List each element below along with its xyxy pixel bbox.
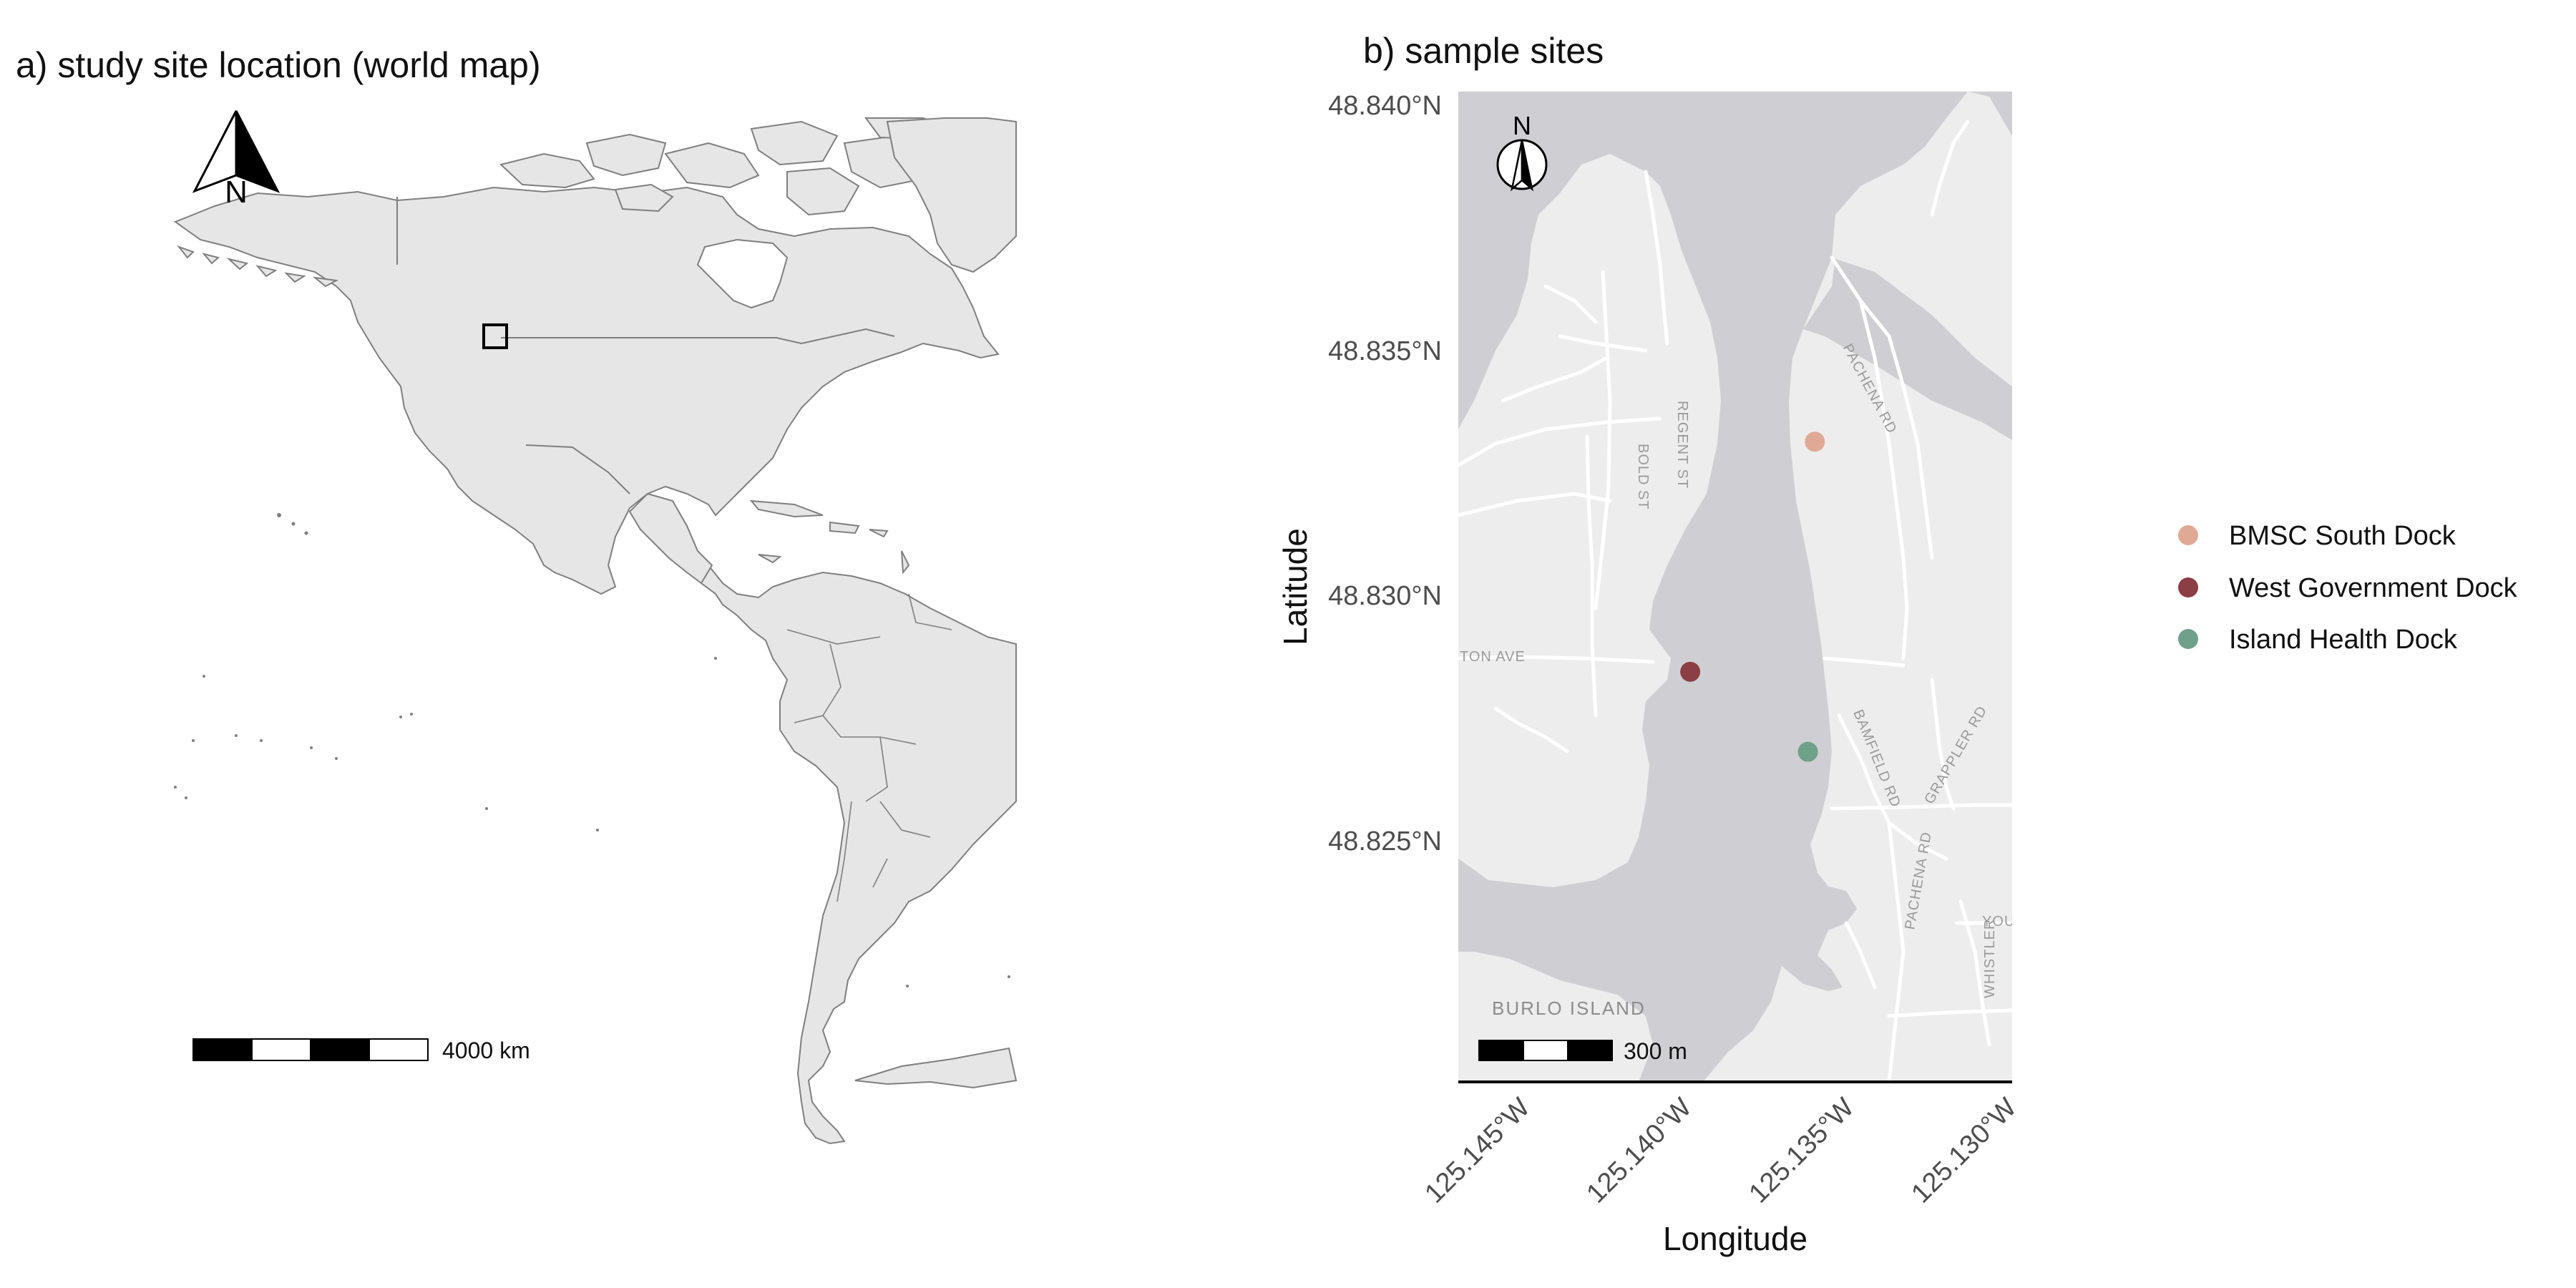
panel-a-title: a) study site location (world map) — [16, 45, 541, 85]
scale-label-a: 4000 km — [442, 1038, 530, 1063]
central-america — [628, 492, 713, 585]
legend-marker-bmsc — [2178, 525, 2198, 545]
lat-tick-48-830: 48.830°N — [1328, 581, 1442, 611]
y-axis-ticks: 48.840°N 48.835°N 48.830°N 48.825°N — [1328, 91, 1442, 857]
legend-label-west-gov: West Government Dock — [2229, 573, 2518, 603]
south-bay — [1818, 884, 1857, 930]
road-network — [1458, 119, 2012, 1082]
scale-bar-panel-a: 4000 km — [192, 1038, 530, 1063]
burlo-island-label: BURLO ISLAND — [1492, 997, 1646, 1019]
lon-tick-125-135: 125.135°W — [1743, 1093, 1860, 1209]
lon-tick-125-130: 125.130°W — [1906, 1093, 2022, 1209]
road-label-bold: BOLD ST — [1635, 444, 1651, 510]
inlet-water — [1458, 92, 2012, 1082]
legend: BMSC South Dock West Government Dock Isl… — [2178, 521, 2518, 655]
hudson-bay — [696, 238, 789, 309]
pacific-islands — [174, 513, 1010, 987]
country-borders — [786, 593, 952, 902]
lon-tick-125-140: 125.140°W — [1581, 1093, 1697, 1209]
y-axis-title: Latitude — [1277, 528, 1314, 645]
caribbean-islands — [749, 499, 910, 575]
arctic-islands — [499, 117, 1017, 273]
scale-bar-panel-b: 300 m — [1478, 1038, 1687, 1064]
east-shore-land — [1803, 215, 2012, 386]
north-label-a: N — [225, 175, 248, 210]
legend-marker-west-gov — [2178, 577, 2198, 597]
inlet-basemap: REGENT ST BOLD ST TON AVE PACHENA RD BAM… — [1458, 92, 2026, 1082]
north-arrow-panel-a: N — [192, 110, 280, 210]
us-mexico-border — [525, 444, 630, 494]
lat-tick-48-825: 48.825°N — [1328, 826, 1442, 857]
north-label-b: N — [1513, 111, 1531, 140]
lat-tick-48-835: 48.835°N — [1328, 336, 1442, 366]
sample-site-points — [1680, 431, 1825, 762]
panel-a: a) study site location (world map) — [16, 45, 1018, 1145]
road-label-your: YOUR — [1982, 914, 2026, 930]
north-america-landmass — [173, 186, 1000, 595]
legend-label-bmsc: BMSC South Dock — [2229, 521, 2457, 551]
scale-label-b: 300 m — [1624, 1038, 1687, 1064]
road-label-ton-ave: TON AVE — [1460, 649, 1526, 665]
greenland — [886, 117, 1017, 273]
south-america-landmass — [700, 564, 1017, 1145]
study-site-box — [482, 323, 508, 349]
x-axis-title: Longitude — [1663, 1220, 1807, 1257]
panel-b-title: b) sample sites — [1363, 31, 1604, 71]
legend-label-island-health: Island Health Dock — [2229, 625, 2458, 655]
aleutian-islands — [177, 245, 339, 288]
antarctica-fragment — [854, 1047, 1018, 1089]
lat-tick-48-840: 48.840°N — [1328, 91, 1442, 121]
lon-tick-125-145: 125.145°W — [1419, 1093, 1536, 1209]
site-point-bmsc-south-dock — [1805, 431, 1825, 452]
canada-us-border — [396, 197, 895, 345]
world-map — [173, 117, 1018, 1145]
legend-marker-island-health — [2178, 629, 2198, 649]
panel-b: b) sample sites — [1277, 31, 2026, 1257]
site-point-island-health-dock — [1797, 741, 1818, 762]
road-label-whistler: WHISTLER — [1982, 919, 1998, 998]
north-arrow-panel-b: N — [1496, 111, 1548, 192]
site-point-west-government-dock — [1680, 661, 1701, 682]
x-axis-ticks: 125.145°W 125.140°W 125.135°W 125.130°W — [1419, 1093, 2022, 1209]
road-label-regent: REGENT ST — [1674, 401, 1690, 489]
